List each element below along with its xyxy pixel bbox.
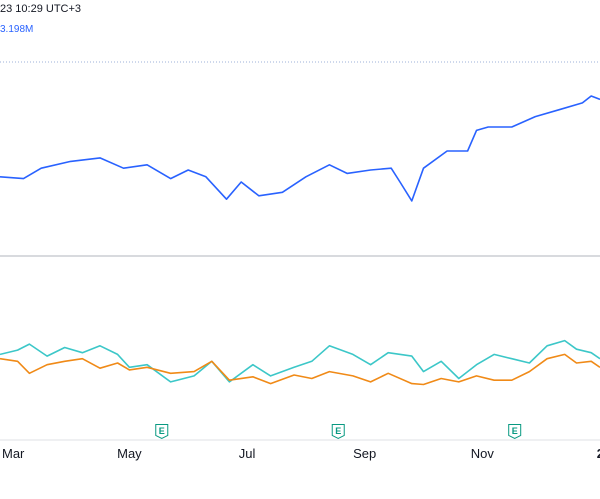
earnings-marker[interactable]: E [508,424,522,440]
earnings-marker-label: E [512,426,518,436]
x-tick-label: Jul [239,446,256,461]
earnings-marker-label: E [335,426,341,436]
x-tick-label: May [117,446,142,461]
earnings-marker-label: E [159,426,165,436]
series-layer [0,95,600,386]
earnings-marker[interactable]: E [155,424,169,440]
time-axis: Mar May Jul Sep Nov 2 [2,446,600,461]
header-timestamp: 23 10:29 UTC+3 [0,3,82,15]
x-tick-label: 2 [597,446,600,461]
indicator-fast-line [0,339,600,383]
earnings-marker-shape [331,424,345,440]
earnings-marker-shape [508,424,522,440]
earnings-marker[interactable]: E [331,424,345,440]
price-line [0,95,600,202]
x-tick-label: Sep [353,446,376,461]
x-tick-label: Mar [2,446,25,461]
x-tick-label: Nov [471,446,495,461]
earnings-marker-shape [155,424,169,440]
header-volume: 3.198M [0,24,34,35]
indicator-slow-line [0,353,600,386]
